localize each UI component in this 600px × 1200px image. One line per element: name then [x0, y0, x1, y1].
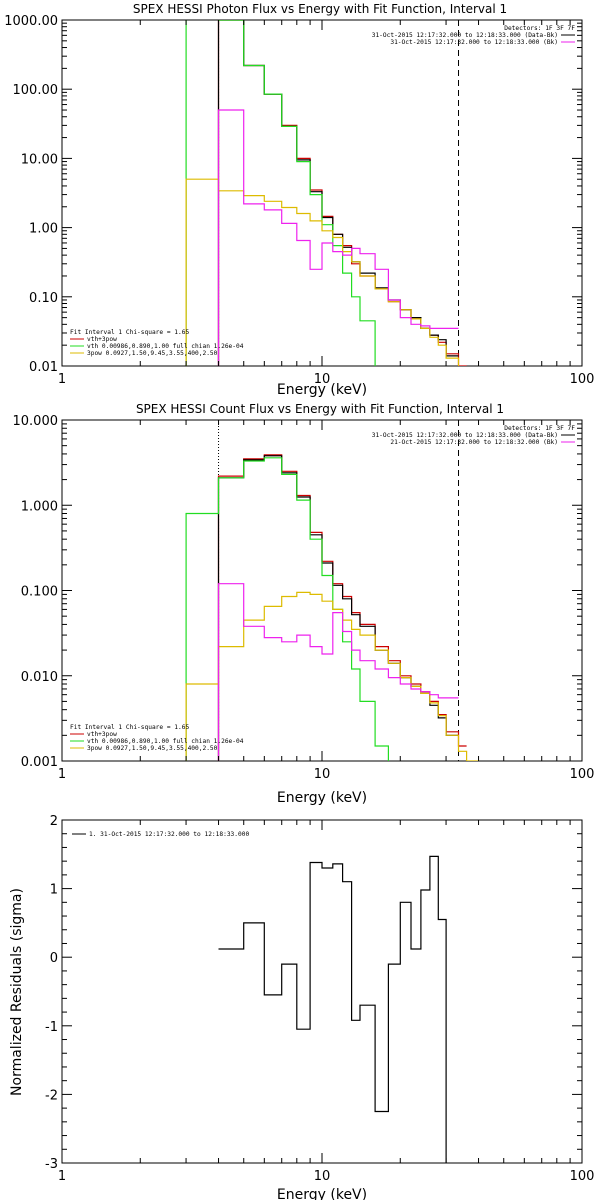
count-flux-legend-header: Fit Interval 1 Chi-square = 1.65 — [70, 724, 189, 731]
photon-flux-ytick-label: 0.01 — [29, 360, 58, 375]
photon-flux-legend-label-2: vth 0.00986,0.890,1.00 full chian 1.26e-… — [87, 343, 244, 350]
residuals-ytick-label: -2 — [45, 1088, 58, 1103]
photon-flux-ytick-label: 1000.00 — [4, 14, 58, 29]
residuals-ytick-label: -1 — [45, 1020, 58, 1035]
photon-flux-series-vth — [185, 20, 376, 366]
count-flux-xtick-label: 100 — [570, 767, 595, 782]
photon-flux-title: SPEX HESSI Photon Flux vs Energy with Fi… — [133, 2, 507, 16]
photon-flux-ytick-label: 1.00 — [29, 222, 58, 237]
count-flux-series-vth — [185, 457, 389, 761]
photon-flux-ytick-label: 10.00 — [21, 152, 58, 167]
photon-flux-legend-label-3: 3pow 0.0927,1.50,9.45,3.55,400,2.50 — [87, 350, 218, 357]
photon-flux-ytick-label: 100.00 — [13, 83, 59, 98]
residuals-ytick-label: 1 — [50, 883, 58, 898]
count-flux-series-3pow — [185, 591, 480, 761]
count-flux-ytick-label: 0.100 — [21, 585, 58, 600]
photon-flux-series-background — [217, 109, 459, 366]
photon-flux-chart: SPEX HESSI Photon Flux vs Energy with Fi… — [4, 2, 595, 398]
count-flux-chart: SPEX HESSI Count Flux vs Energy with Fit… — [13, 402, 595, 806]
count-flux-ytick-label: 0.010 — [21, 670, 58, 685]
residuals-ytick-label: -3 — [45, 1157, 58, 1172]
count-flux-detectors: Detectors: 1F 3F 7F — [504, 425, 575, 432]
residuals-legend-label: 1. 31-Oct-2015 12:17:32.000 to 12:18:33.… — [89, 831, 249, 838]
photon-flux-ytick-label: 0.10 — [29, 291, 58, 306]
photon-flux-legend-header: Fit Interval 1 Chi-square = 1.65 — [70, 329, 189, 336]
count-flux-xtick-label: 10 — [314, 767, 331, 782]
residuals-ytick-label: 0 — [50, 951, 58, 966]
residuals-ytick-label: 2 — [50, 814, 58, 829]
residuals-xlabel: Energy (keV) — [277, 1187, 367, 1200]
photon-flux-xtick-label: 10 — [314, 372, 331, 387]
count-flux-info-line-2: 21-Oct-2015 12:17:32.000 to 12:18:32.000… — [390, 439, 558, 446]
residuals-ylabel: Normalized Residuals (sigma) — [9, 888, 25, 1096]
residuals-xtick-label: 10 — [314, 1169, 331, 1184]
residuals-xtick-label: 100 — [570, 1169, 595, 1184]
residuals-series-data — [218, 855, 447, 1163]
photon-flux-info-line-1: 31-Oct-2015 12:17:32.000 to 12:18:33.000… — [372, 32, 558, 39]
count-flux-legend-label-1: vth+3pow — [87, 731, 117, 738]
photon-flux-detectors: Detectors: 1F 3F 7F — [504, 25, 575, 32]
photon-flux-xtick-label: 100 — [570, 372, 595, 387]
count-flux-legend-label-2: vth 0.00986,0.890,1.00 full chian 1.26e-… — [87, 738, 244, 745]
photon-flux-series-3pow — [185, 178, 460, 366]
photon-flux-legend-label-1: vth+3pow — [87, 336, 117, 343]
count-flux-xlabel: Energy (keV) — [277, 790, 367, 806]
count-flux-ytick-label: 10.000 — [13, 414, 59, 429]
count-flux-title: SPEX HESSI Count Flux vs Energy with Fit… — [136, 402, 504, 416]
count-flux-xtick-label: 1 — [58, 767, 66, 782]
count-flux-info-line-1: 31-Oct-2015 12:17:32.000 to 12:18:33.000… — [372, 432, 558, 439]
count-flux-legend-label-3: 3pow 0.0927,1.50,9.45,3.55,400,2.50 — [87, 745, 218, 752]
photon-flux-info-line-2: 31-Oct-2015 12:17:32.000 to 12:18:33.000… — [390, 39, 558, 46]
residuals-xtick-label: 1 — [58, 1169, 66, 1184]
count-flux-ytick-label: 1.000 — [21, 499, 58, 514]
count-flux-ytick-label: 0.001 — [21, 755, 58, 770]
residuals-chart: 1 10 100 -3 -2 -1 0 1 2 Energy (keV) Normalized … — [9, 814, 594, 1200]
photon-flux-xlabel: Energy (keV) — [277, 382, 367, 398]
count-flux-series-background — [217, 583, 459, 761]
photon-flux-xtick-label: 1 — [58, 372, 66, 387]
